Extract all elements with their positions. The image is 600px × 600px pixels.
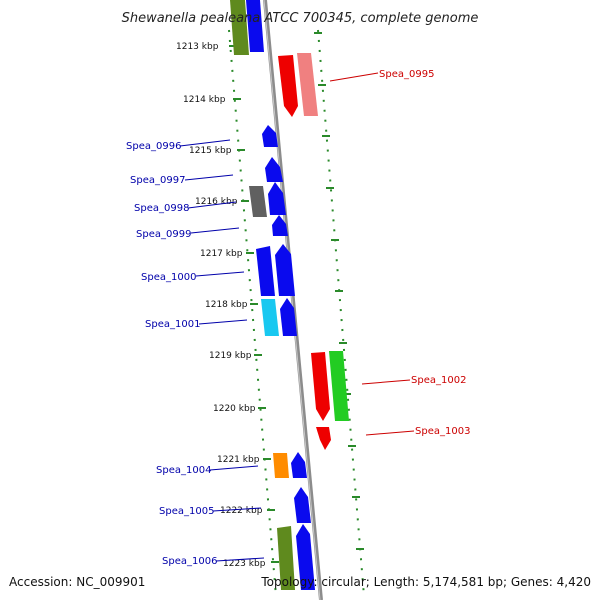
gene-arrow[interactable] [246,0,264,52]
genome-backbone [263,0,323,600]
tick-label: 1218 kbp [205,300,248,310]
tick-label: 1216 kbp [195,197,238,207]
gene-arrow[interactable] [249,186,267,217]
gene-label-left[interactable]: Spea_0999 [136,229,191,240]
right-ruler [317,29,365,597]
tick-label: 1220 kbp [213,404,256,414]
tick-label: 1221 kbp [217,455,260,465]
gene-arrow[interactable] [291,452,307,478]
tick-label: 1213 kbp [176,42,219,52]
gene-label-left[interactable]: Spea_1000 [141,272,196,283]
gene-arrow[interactable] [329,351,349,421]
gene-arrow[interactable] [262,125,278,147]
leader-lines [179,72,415,562]
gene-arrow[interactable] [311,352,330,421]
gene-arrow[interactable] [316,427,331,450]
gene-arrow[interactable] [230,0,249,55]
gene-arrow[interactable] [278,55,298,117]
gene-arrow[interactable] [297,53,318,116]
tick-label: 1214 kbp [183,95,226,105]
gene-label-left[interactable]: Spea_1004 [156,465,211,476]
tick-labels: 1213 kbp 1214 kbp 1215 kbp 1216 kbp 1217… [176,42,266,569]
reverse-genes [278,53,349,450]
gene-arrow[interactable] [275,244,295,296]
forward-genes [230,0,315,590]
tick-label: 1219 kbp [209,351,252,361]
genome-summary-text: Topology: circular; Length: 5,174,581 bp… [260,575,591,589]
gene-arrow[interactable] [296,524,315,590]
tick-marks [229,32,364,563]
gene-arrow[interactable] [280,298,297,336]
gene-label-right[interactable]: Spea_0995 [379,69,434,80]
gene-arrow[interactable] [273,453,289,478]
gene-label-left[interactable]: Spea_0996 [126,141,181,152]
gene-arrow[interactable] [265,157,283,182]
gene-label-right[interactable]: Spea_1002 [411,375,466,386]
gene-arrow[interactable] [268,182,286,215]
gene-label-left[interactable]: Spea_0997 [130,175,185,186]
tick-label: 1215 kbp [189,146,232,156]
gene-arrow[interactable] [277,526,295,590]
gene-label-left[interactable]: Spea_1006 [162,556,217,567]
gene-arrow[interactable] [272,215,288,236]
gene-labels: Spea_0996 Spea_0997 Spea_0998 Spea_0999 … [126,69,470,567]
gene-label-left[interactable]: Spea_0998 [134,203,189,214]
gene-label-left[interactable]: Spea_1005 [159,506,214,517]
gene-label-left[interactable]: Spea_1001 [145,319,200,330]
map-title: Shewanella pealeana ATCC 700345, complet… [122,11,479,26]
gene-arrow[interactable] [261,299,279,336]
gene-arrow[interactable] [294,487,311,523]
accession-text: Accession: NC_009901 [9,575,145,589]
tick-label: 1217 kbp [200,249,243,259]
gene-label-right[interactable]: Spea_1003 [415,426,470,437]
tick-label: 1223 kbp [223,559,266,569]
tick-label: 1222 kbp [220,506,263,516]
gene-arrow[interactable] [256,246,275,296]
